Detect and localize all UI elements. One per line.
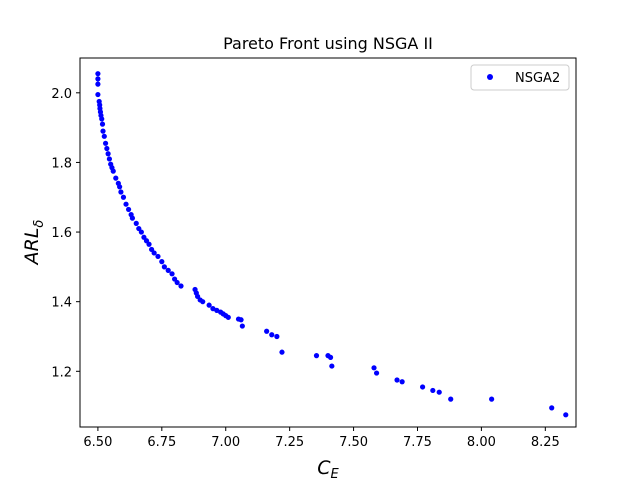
x-tick-label: 7.75 xyxy=(403,435,432,450)
data-point xyxy=(329,363,335,369)
data-point xyxy=(420,384,426,390)
legend-marker xyxy=(487,74,493,80)
data-point xyxy=(169,271,175,277)
data-point xyxy=(373,370,380,376)
x-tick-label: 7.00 xyxy=(211,435,240,450)
data-point xyxy=(448,396,454,402)
data-point xyxy=(239,323,245,329)
data-point xyxy=(104,145,110,152)
data-point xyxy=(269,332,275,338)
data-point xyxy=(206,302,212,308)
y-axis-label-subscript: δ xyxy=(32,220,47,228)
data-point xyxy=(99,116,105,122)
data-point xyxy=(123,201,129,207)
data-point xyxy=(129,215,136,221)
data-point xyxy=(133,220,139,226)
data-point xyxy=(151,250,157,256)
x-axis-label: CE xyxy=(317,457,339,480)
chart-title: Pareto Front using NSGA II xyxy=(223,34,433,53)
data-point xyxy=(113,175,119,181)
data-point xyxy=(371,365,377,371)
plot-frame xyxy=(79,57,577,428)
legend-label: NSGA2 xyxy=(515,71,560,86)
data-point xyxy=(563,412,569,418)
data-point xyxy=(238,317,244,323)
data-point xyxy=(102,140,109,146)
data-point xyxy=(106,156,112,162)
y-axis-label-main: ARL xyxy=(21,228,43,267)
data-point xyxy=(159,259,165,265)
data-point xyxy=(399,379,405,385)
data-point xyxy=(436,389,442,395)
y-axis-label: ARLδ xyxy=(21,220,47,267)
data-point xyxy=(161,264,167,270)
x-tick-label: 6.75 xyxy=(147,435,176,450)
data-point xyxy=(279,349,285,355)
x-axis-label-main: C xyxy=(317,457,331,479)
legend: NSGA2 xyxy=(470,64,570,91)
x-tick-label: 7.50 xyxy=(339,435,368,450)
data-point xyxy=(138,229,144,235)
data-point xyxy=(95,76,101,82)
data-point xyxy=(155,253,161,260)
data-point xyxy=(95,91,101,98)
x-tick-label: 7.25 xyxy=(275,435,304,450)
legend-box xyxy=(470,64,570,91)
data-point xyxy=(118,189,124,195)
y-tick-label: 1.2 xyxy=(51,365,72,380)
data-point xyxy=(200,299,206,305)
data-point xyxy=(117,184,123,190)
data-point xyxy=(101,133,107,139)
y-ticks: 1.2 1.4 1.6 1.8 2.0 xyxy=(51,87,80,380)
data-point xyxy=(165,267,171,273)
data-point xyxy=(327,354,334,360)
data-point xyxy=(549,405,555,411)
x-tick-label: 8.25 xyxy=(531,435,560,450)
x-tick-label: 6.50 xyxy=(83,435,112,450)
data-point xyxy=(105,151,111,157)
data-point xyxy=(146,241,152,247)
data-point xyxy=(394,377,400,383)
data-point xyxy=(95,71,101,77)
points-layer xyxy=(95,71,569,418)
data-point xyxy=(264,328,270,334)
data-point xyxy=(178,283,184,289)
y-tick-label: 1.6 xyxy=(51,226,72,241)
x-ticks: 6.50 6.75 7.00 7.25 7.50 7.75 8.00 8.25 xyxy=(83,427,560,450)
data-point xyxy=(274,333,280,340)
y-tick-label: 2.0 xyxy=(51,87,72,102)
plot-area: 6.50 6.75 7.00 7.25 7.50 7.75 8.00 8.25 1.21.41… xyxy=(51,57,577,450)
data-point xyxy=(125,206,132,213)
data-point xyxy=(313,353,320,359)
data-point xyxy=(430,387,436,394)
data-point xyxy=(120,194,127,200)
x-tick-label: 8.00 xyxy=(467,435,496,450)
data-point xyxy=(489,396,495,402)
data-point xyxy=(99,121,106,127)
data-point xyxy=(174,279,180,286)
data-point xyxy=(95,81,101,87)
y-tick-label: 1.4 xyxy=(51,296,72,311)
x-axis-label-subscript: E xyxy=(331,467,340,480)
y-tick-label: 1.8 xyxy=(51,156,72,171)
data-point xyxy=(225,314,231,320)
data-point xyxy=(100,128,106,134)
data-point xyxy=(110,168,116,174)
